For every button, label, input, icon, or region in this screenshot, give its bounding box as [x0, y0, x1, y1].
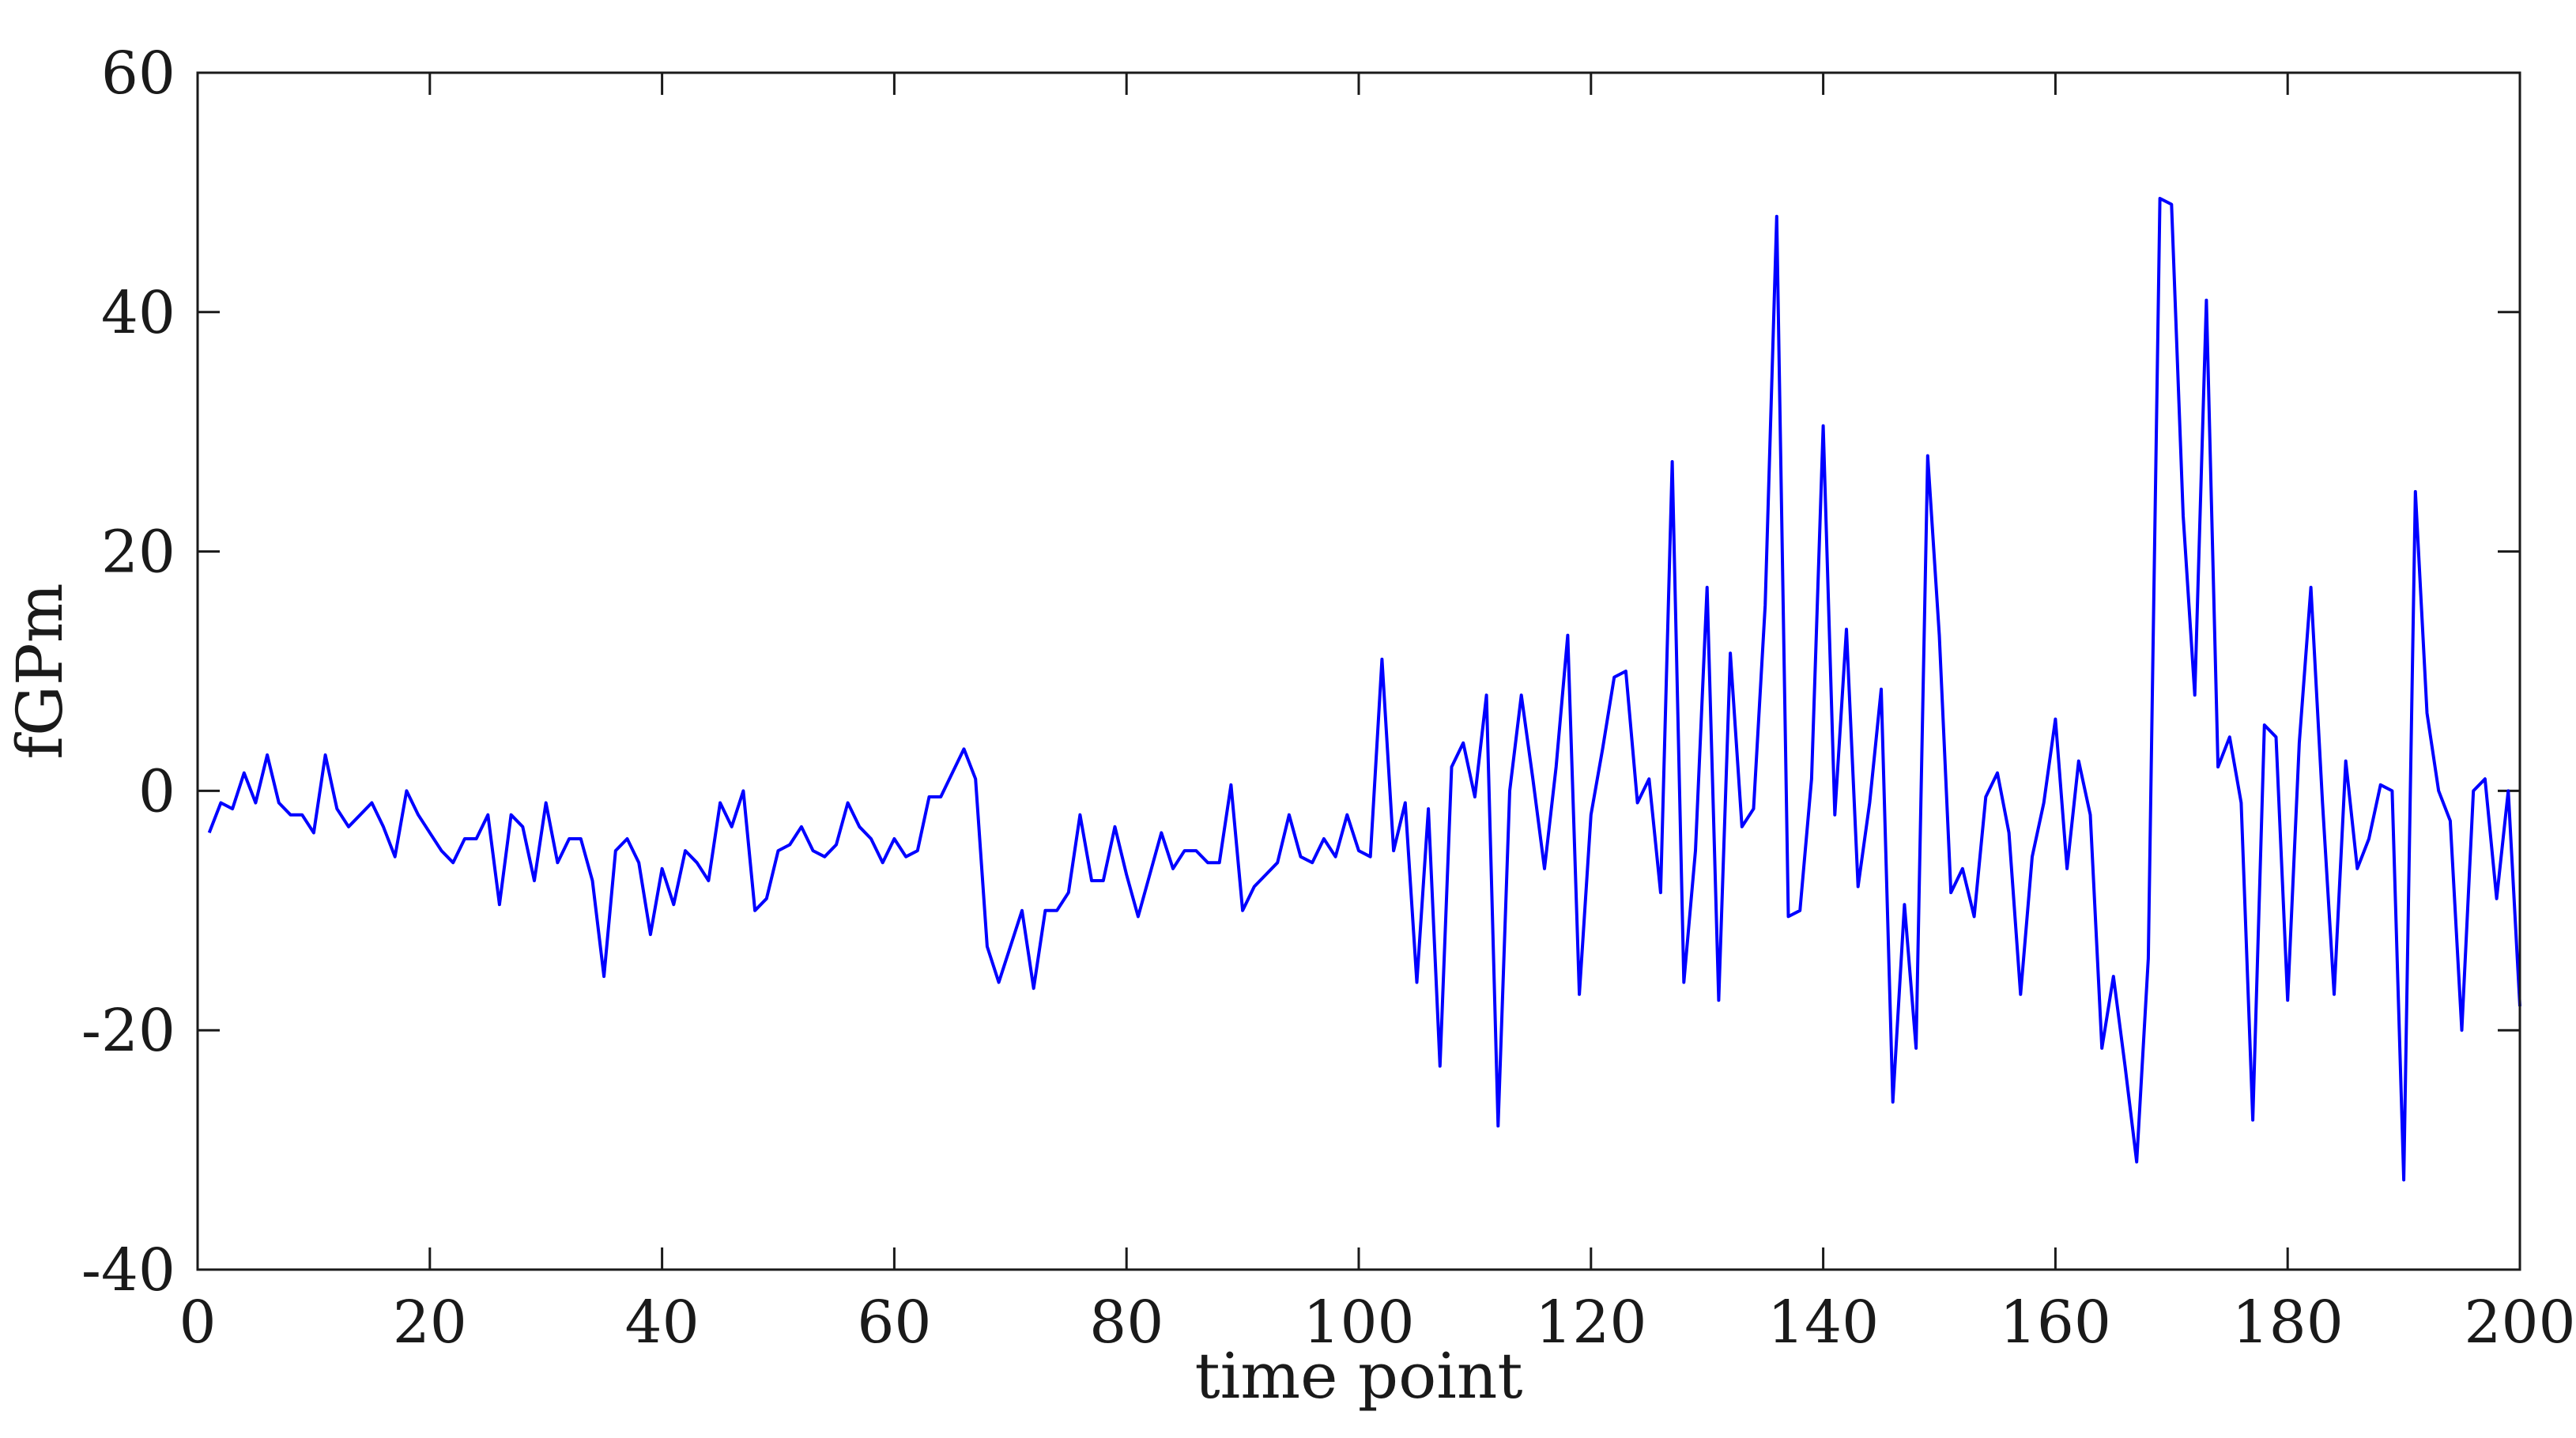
x-tick-label: 140	[1767, 1289, 1879, 1357]
x-tick-label: 200	[2464, 1289, 2575, 1357]
plot-frame	[196, 71, 2521, 1271]
x-tick-label: 80	[1089, 1289, 1164, 1357]
y-tick-label: -40	[81, 1236, 175, 1304]
x-tick-label: 40	[625, 1289, 700, 1357]
x-tick-label: 180	[2232, 1289, 2344, 1357]
y-tick-label: 20	[101, 519, 175, 587]
x-tick-label: 60	[857, 1289, 931, 1357]
x-tick-label: 120	[1535, 1289, 1646, 1357]
y-tick-label: 60	[101, 40, 175, 108]
series-line	[207, 197, 2521, 1182]
y-tick-label: 0	[138, 757, 175, 825]
tick-marks	[196, 71, 2521, 1271]
x-tick-label: 100	[1303, 1289, 1414, 1357]
x-tick-label: 20	[393, 1289, 467, 1357]
y-tick-label: -20	[81, 997, 175, 1065]
tick-labels: 0 20 40 60 80 100 120 140 160 180 200 -40 -20 0 20 40 60	[81, 40, 2576, 1357]
x-tick-label: 0	[179, 1289, 216, 1357]
y-tick-label: 40	[101, 279, 175, 347]
y-axis-title: fGPm	[3, 583, 77, 759]
x-axis-title: time point	[1195, 1339, 1523, 1413]
x-tick-label: 160	[2000, 1289, 2111, 1357]
